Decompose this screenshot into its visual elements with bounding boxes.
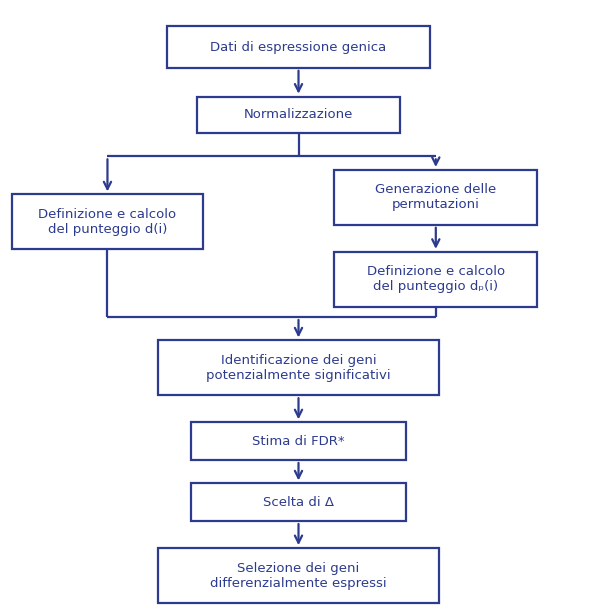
Text: Definizione e calcolo
del punteggio dₚ(i): Definizione e calcolo del punteggio dₚ(i…	[367, 265, 505, 293]
FancyBboxPatch shape	[167, 26, 430, 68]
Text: Normalizzazione: Normalizzazione	[244, 108, 353, 122]
Text: Definizione e calcolo
del punteggio d(i): Definizione e calcolo del punteggio d(i)	[38, 208, 177, 236]
FancyBboxPatch shape	[158, 340, 439, 395]
Text: Selezione dei geni
differenzialmente espressi: Selezione dei geni differenzialmente esp…	[210, 562, 387, 590]
FancyBboxPatch shape	[12, 194, 203, 249]
Text: Stima di FDR*: Stima di FDR*	[252, 434, 345, 448]
FancyBboxPatch shape	[334, 170, 537, 225]
Text: Dati di espressione genica: Dati di espressione genica	[210, 40, 387, 54]
Text: Identificazione dei geni
potenzialmente significativi: Identificazione dei geni potenzialmente …	[206, 354, 391, 382]
FancyBboxPatch shape	[191, 422, 406, 460]
FancyBboxPatch shape	[197, 97, 400, 133]
Text: Generazione delle
permutazioni: Generazione delle permutazioni	[375, 183, 497, 211]
FancyBboxPatch shape	[191, 483, 406, 521]
Text: Scelta di Δ: Scelta di Δ	[263, 496, 334, 509]
FancyBboxPatch shape	[158, 548, 439, 603]
FancyBboxPatch shape	[334, 252, 537, 307]
